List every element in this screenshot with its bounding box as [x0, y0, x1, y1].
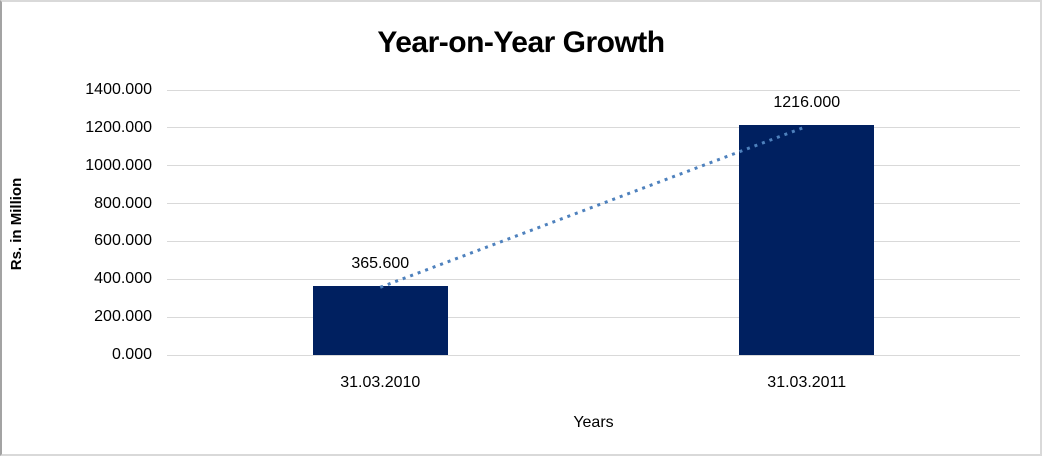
x-axis-labels: 31.03.2010 31.03.2011 — [167, 374, 1020, 396]
gridline — [167, 240, 1020, 242]
gridline — [167, 127, 1020, 129]
bar — [739, 124, 875, 355]
y-tick-label: 1000.000 — [85, 156, 152, 174]
y-tick-label: 200.000 — [94, 308, 152, 326]
trendline — [379, 124, 808, 289]
y-tick-label: 400.000 — [94, 270, 152, 288]
bar-value-label: 365.600 — [351, 254, 410, 272]
gridline — [167, 89, 1020, 91]
y-axis-ticks: 1400.000 1200.000 1000.000 800.000 600.000 40… — [42, 2, 152, 454]
gridline — [167, 354, 1020, 356]
x-axis-title: Years — [573, 414, 614, 431]
y-tick-label: 800.000 — [94, 194, 152, 212]
y-axis-title: Rs. in Million — [8, 177, 25, 271]
y-tick-label: 1200.000 — [85, 118, 152, 136]
bar — [312, 285, 448, 355]
x-category-label: 31.03.2011 — [767, 374, 847, 391]
x-category-label: 31.03.2010 — [340, 374, 421, 391]
gridline — [167, 165, 1020, 167]
y-tick-label: 600.000 — [94, 232, 152, 250]
y-tick-label: 1400.000 — [85, 81, 152, 98]
chart-title: Year-on-Year Growth — [377, 26, 665, 59]
gridline — [167, 203, 1020, 205]
bar-value-label: 1216.000 — [773, 93, 841, 111]
gridline — [167, 316, 1020, 318]
y-tick-label: 0.000 — [111, 346, 152, 363]
gridline — [167, 278, 1020, 280]
plot-area: 365.600 1216.000 — [167, 89, 1020, 356]
